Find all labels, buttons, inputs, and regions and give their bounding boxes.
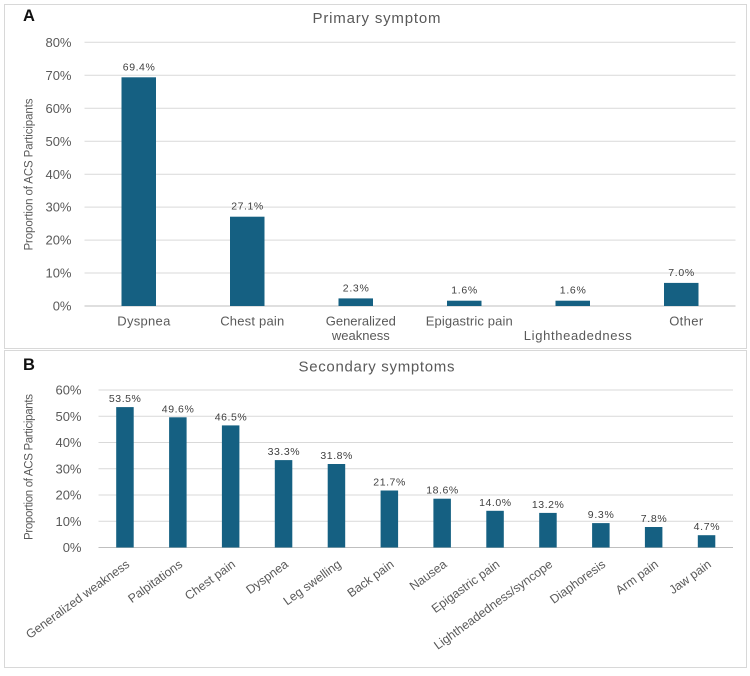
svg-text:50%: 50% bbox=[45, 134, 71, 149]
svg-text:18.6%: 18.6% bbox=[426, 485, 458, 497]
svg-text:9.3%: 9.3% bbox=[588, 509, 614, 521]
svg-text:60%: 60% bbox=[55, 383, 81, 398]
svg-text:69.4%: 69.4% bbox=[123, 61, 155, 73]
svg-text:weakness: weakness bbox=[331, 328, 390, 343]
svg-text:80%: 80% bbox=[45, 35, 71, 50]
svg-text:60%: 60% bbox=[45, 101, 71, 116]
svg-text:7.8%: 7.8% bbox=[641, 513, 667, 525]
svg-text:30%: 30% bbox=[45, 200, 71, 215]
svg-text:Dyspnea: Dyspnea bbox=[117, 314, 171, 329]
svg-text:B: B bbox=[23, 356, 35, 374]
svg-text:20%: 20% bbox=[45, 233, 71, 248]
svg-text:1.6%: 1.6% bbox=[451, 285, 477, 297]
svg-text:0%: 0% bbox=[63, 540, 82, 555]
svg-text:14.0%: 14.0% bbox=[479, 497, 511, 509]
svg-text:10%: 10% bbox=[55, 514, 81, 529]
svg-text:7.0%: 7.0% bbox=[668, 267, 694, 279]
svg-text:Chest pain: Chest pain bbox=[220, 314, 284, 329]
svg-text:30%: 30% bbox=[55, 461, 81, 476]
svg-text:21.7%: 21.7% bbox=[373, 477, 405, 489]
svg-text:Other: Other bbox=[669, 314, 704, 329]
svg-text:53.5%: 53.5% bbox=[109, 393, 141, 405]
svg-text:2.3%: 2.3% bbox=[343, 282, 369, 294]
svg-text:46.5%: 46.5% bbox=[215, 411, 247, 423]
svg-text:40%: 40% bbox=[55, 435, 81, 450]
svg-text:0%: 0% bbox=[53, 299, 72, 314]
svg-text:13.2%: 13.2% bbox=[532, 499, 564, 511]
svg-text:Primary symptom: Primary symptom bbox=[313, 10, 441, 27]
svg-text:Proportion of ACS Participants: Proportion of ACS Participants bbox=[24, 394, 36, 540]
svg-text:70%: 70% bbox=[45, 68, 71, 83]
svg-text:4.7%: 4.7% bbox=[694, 521, 720, 533]
svg-text:A: A bbox=[23, 7, 35, 25]
svg-text:Generalized: Generalized bbox=[326, 314, 396, 329]
svg-text:10%: 10% bbox=[45, 266, 71, 281]
svg-text:50%: 50% bbox=[55, 409, 81, 424]
svg-text:31.8%: 31.8% bbox=[320, 450, 352, 462]
svg-text:1.6%: 1.6% bbox=[560, 285, 586, 297]
svg-text:40%: 40% bbox=[45, 167, 71, 182]
svg-text:33.3%: 33.3% bbox=[268, 446, 300, 458]
svg-text:Epigastric pain: Epigastric pain bbox=[426, 314, 513, 329]
svg-text:27.1%: 27.1% bbox=[231, 201, 263, 213]
svg-text:49.6%: 49.6% bbox=[162, 403, 194, 415]
svg-text:Lightheadedness: Lightheadedness bbox=[524, 328, 633, 343]
svg-text:Secondary symptoms: Secondary symptoms bbox=[299, 359, 455, 376]
svg-text:20%: 20% bbox=[55, 488, 81, 503]
svg-text:Proportion of ACS Participants: Proportion of ACS Participants bbox=[24, 98, 36, 250]
